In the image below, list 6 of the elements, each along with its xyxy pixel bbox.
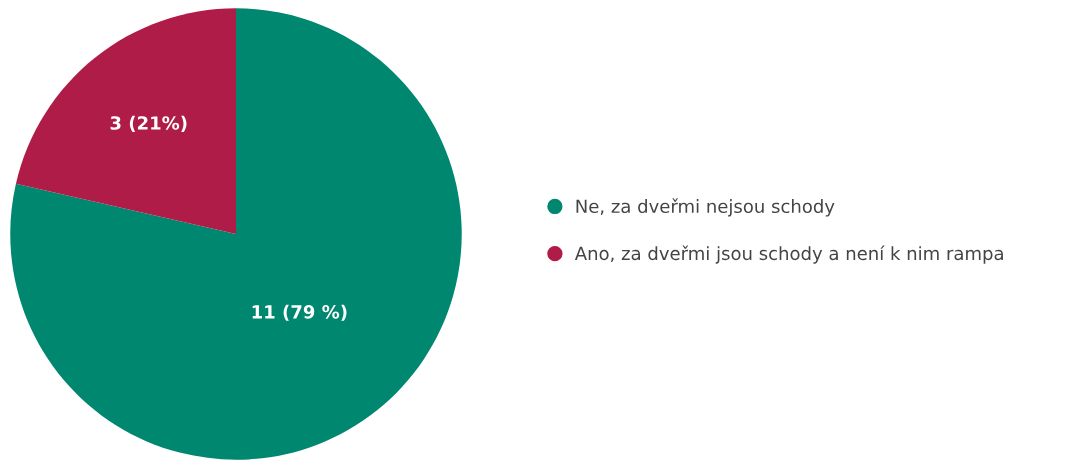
legend-label: Ano, za dveřmi jsou schody a není k nim rampa — [574, 245, 1003, 264]
data-label: 3 (21%) — [110, 115, 187, 132]
legend-label: Ne, za dveřmi nejsou schody — [576, 198, 835, 217]
pie-slice — [15, 8, 236, 234]
pie-slice — [10, 8, 462, 460]
data-label: 11 (79 %) — [252, 304, 347, 321]
